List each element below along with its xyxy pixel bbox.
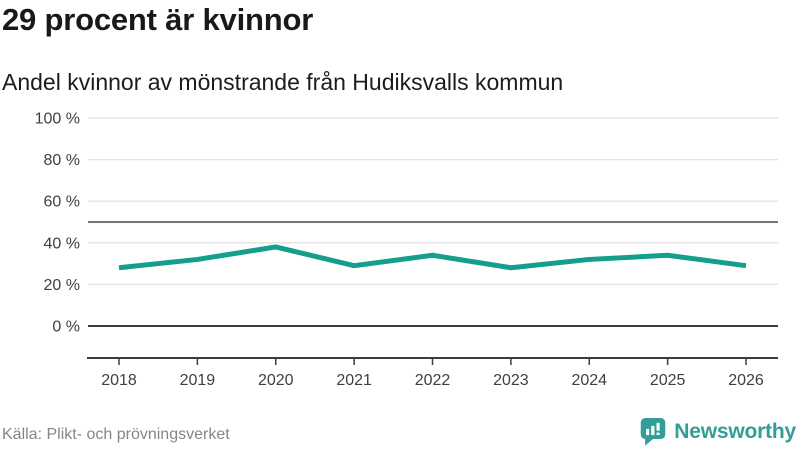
- page-title: 29 procent är kvinnor: [2, 2, 314, 37]
- x-tick-label: 2023: [493, 372, 529, 389]
- y-tick-label: 40 %: [44, 235, 80, 252]
- x-tick-label: 2025: [650, 372, 686, 389]
- data-line: [118, 244, 747, 271]
- brand-logo: Newsworthy: [639, 416, 796, 448]
- x-tick-label: 2021: [336, 372, 372, 389]
- brand-wordmark: Newsworthy: [674, 420, 796, 443]
- x-tick-label: 2022: [415, 372, 451, 389]
- x-tick-label: 2019: [180, 372, 216, 389]
- x-tick-label: 2018: [101, 372, 137, 389]
- x-tick-label: 2026: [728, 372, 764, 389]
- y-tick-label: 100 %: [35, 111, 80, 128]
- y-tick-label: 20 %: [44, 277, 80, 294]
- y-tick-label: 60 %: [44, 194, 80, 211]
- y-tick-label: 80 %: [44, 152, 80, 169]
- x-tick-label: 2024: [571, 372, 607, 389]
- newsworthy-bubble-icon: [641, 418, 666, 446]
- bar-chart-glyph: [646, 422, 660, 436]
- chart-subtitle: Andel kvinnor av mönstrande från Hudiksv…: [2, 69, 564, 95]
- y-tick-label: 0 %: [52, 319, 80, 336]
- x-tick-label: 2020: [258, 372, 294, 389]
- source-note: Källa: Plikt- och prövningsverket: [2, 426, 230, 443]
